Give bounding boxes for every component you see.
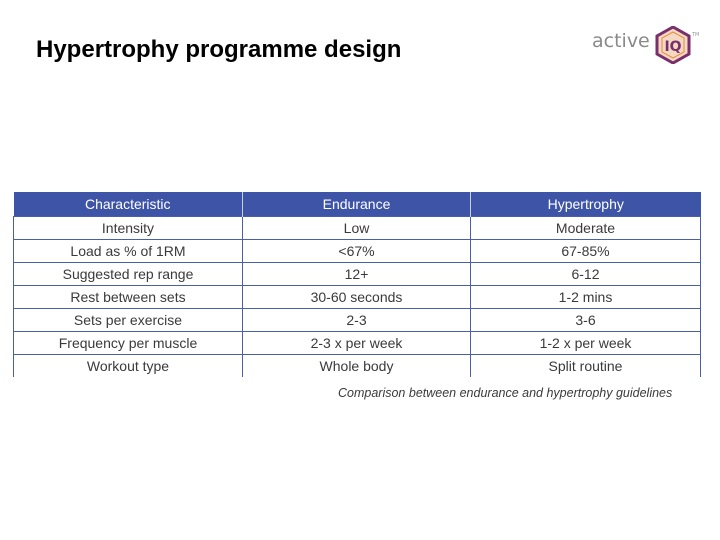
cell-endurance: 2-3	[242, 308, 471, 332]
cell-characteristic: Intensity	[13, 216, 243, 240]
header-characteristic: Characteristic	[13, 192, 243, 217]
header-hypertrophy: Hypertrophy	[470, 192, 701, 217]
cell-characteristic: Load as % of 1RM	[13, 239, 243, 263]
cell-hypertrophy: Moderate	[470, 216, 701, 240]
table-row: Sets per exercise 2-3 3-6	[13, 308, 701, 332]
cell-hypertrophy: 6-12	[470, 262, 701, 286]
logo-mark-text: IQ	[664, 39, 681, 55]
cell-endurance: <67%	[242, 239, 471, 263]
cell-endurance: Whole body	[242, 354, 471, 377]
cell-characteristic: Rest between sets	[13, 285, 243, 309]
logo-trademark: TM	[692, 32, 700, 38]
table-row: Frequency per muscle 2-3 x per week 1-2 …	[13, 331, 701, 355]
header-endurance: Endurance	[242, 192, 471, 217]
cell-hypertrophy: 1-2 mins	[470, 285, 701, 309]
cell-endurance: 2-3 x per week	[242, 331, 471, 355]
table-row: Load as % of 1RM <67% 67-85%	[13, 239, 701, 263]
table-row: Rest between sets 30-60 seconds 1-2 mins	[13, 285, 701, 309]
comparison-table-container: Characteristic Endurance Hypertrophy Int…	[13, 192, 701, 377]
table-caption: Comparison between endurance and hypertr…	[338, 386, 673, 400]
logo-text: active	[592, 30, 650, 52]
logo-badge-icon: IQ	[655, 26, 691, 64]
table-row: Intensity Low Moderate	[13, 216, 701, 240]
cell-characteristic: Workout type	[13, 354, 243, 377]
cell-characteristic: Frequency per muscle	[13, 331, 243, 355]
cell-hypertrophy: 67-85%	[470, 239, 701, 263]
cell-characteristic: Sets per exercise	[13, 308, 243, 332]
cell-endurance: 30-60 seconds	[242, 285, 471, 309]
cell-hypertrophy: 3-6	[470, 308, 701, 332]
activeiq-logo: active IQ TM	[588, 24, 700, 66]
page-title: Hypertrophy programme design	[36, 36, 402, 63]
table-row: Workout type Whole body Split routine	[13, 354, 701, 377]
cell-endurance: 12+	[242, 262, 471, 286]
cell-endurance: Low	[242, 216, 471, 240]
cell-hypertrophy: Split routine	[470, 354, 701, 377]
table-header-row: Characteristic Endurance Hypertrophy	[13, 192, 701, 217]
comparison-table: Characteristic Endurance Hypertrophy Int…	[13, 192, 701, 377]
cell-characteristic: Suggested rep range	[13, 262, 243, 286]
table-row: Suggested rep range 12+ 6-12	[13, 262, 701, 286]
cell-hypertrophy: 1-2 x per week	[470, 331, 701, 355]
